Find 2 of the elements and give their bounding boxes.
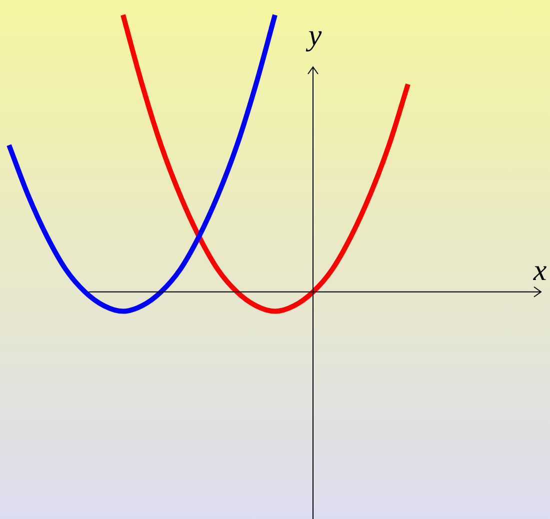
- y-axis-title: y: [305, 19, 322, 52]
- x-axis-title: x: [532, 254, 548, 287]
